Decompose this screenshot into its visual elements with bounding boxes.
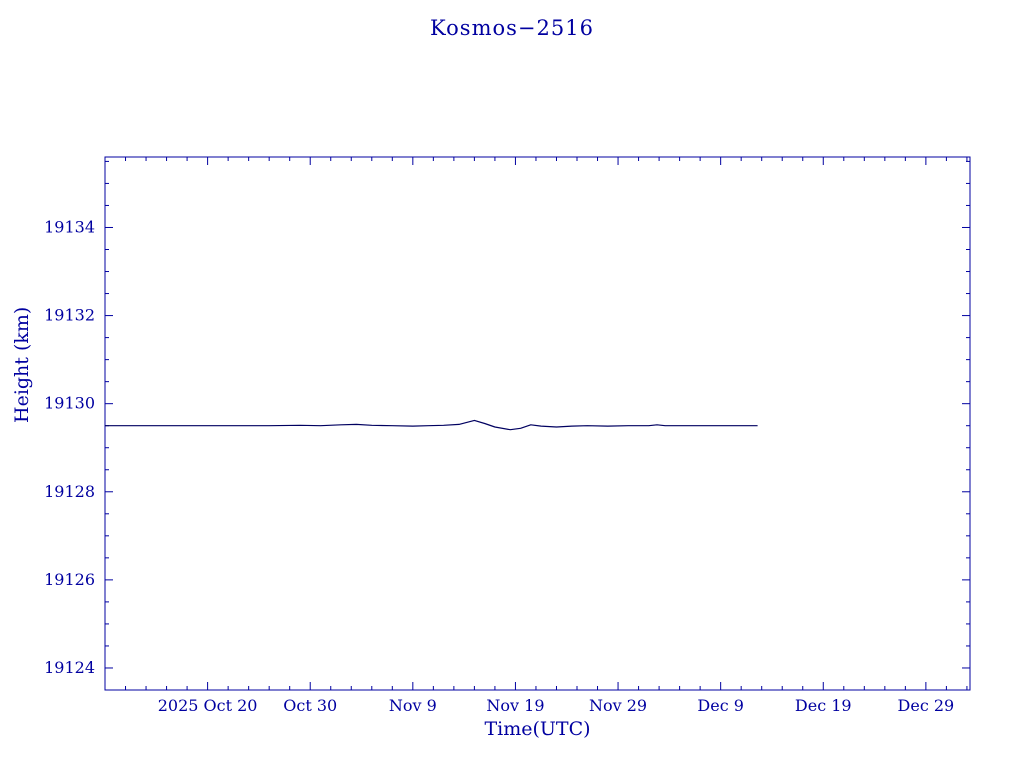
x-tick-label: 2025 Oct 20 bbox=[158, 696, 258, 715]
x-tick-label: Dec 29 bbox=[898, 696, 955, 715]
x-tick-label: Nov 29 bbox=[589, 696, 647, 715]
x-tick-label: Nov 19 bbox=[486, 696, 544, 715]
x-tick-label: Dec 19 bbox=[795, 696, 852, 715]
chart-title: Kosmos−2516 bbox=[430, 16, 594, 40]
x-axis-label: Time(UTC) bbox=[484, 718, 591, 740]
x-tick-label: Dec 9 bbox=[697, 696, 744, 715]
y-tick-label: 19126 bbox=[44, 570, 95, 589]
series-height-km bbox=[105, 419, 758, 431]
x-tick-label: Oct 30 bbox=[283, 696, 337, 715]
y-tick-label: 19134 bbox=[44, 217, 95, 236]
plot-frame bbox=[104, 156, 971, 691]
y-tick-label: 19128 bbox=[44, 482, 95, 501]
y-tick-label: 19124 bbox=[44, 658, 95, 677]
x-tick-label: Nov 9 bbox=[389, 696, 437, 715]
y-tick-label: 19130 bbox=[44, 394, 95, 413]
y-tick-label: 19132 bbox=[44, 306, 95, 325]
